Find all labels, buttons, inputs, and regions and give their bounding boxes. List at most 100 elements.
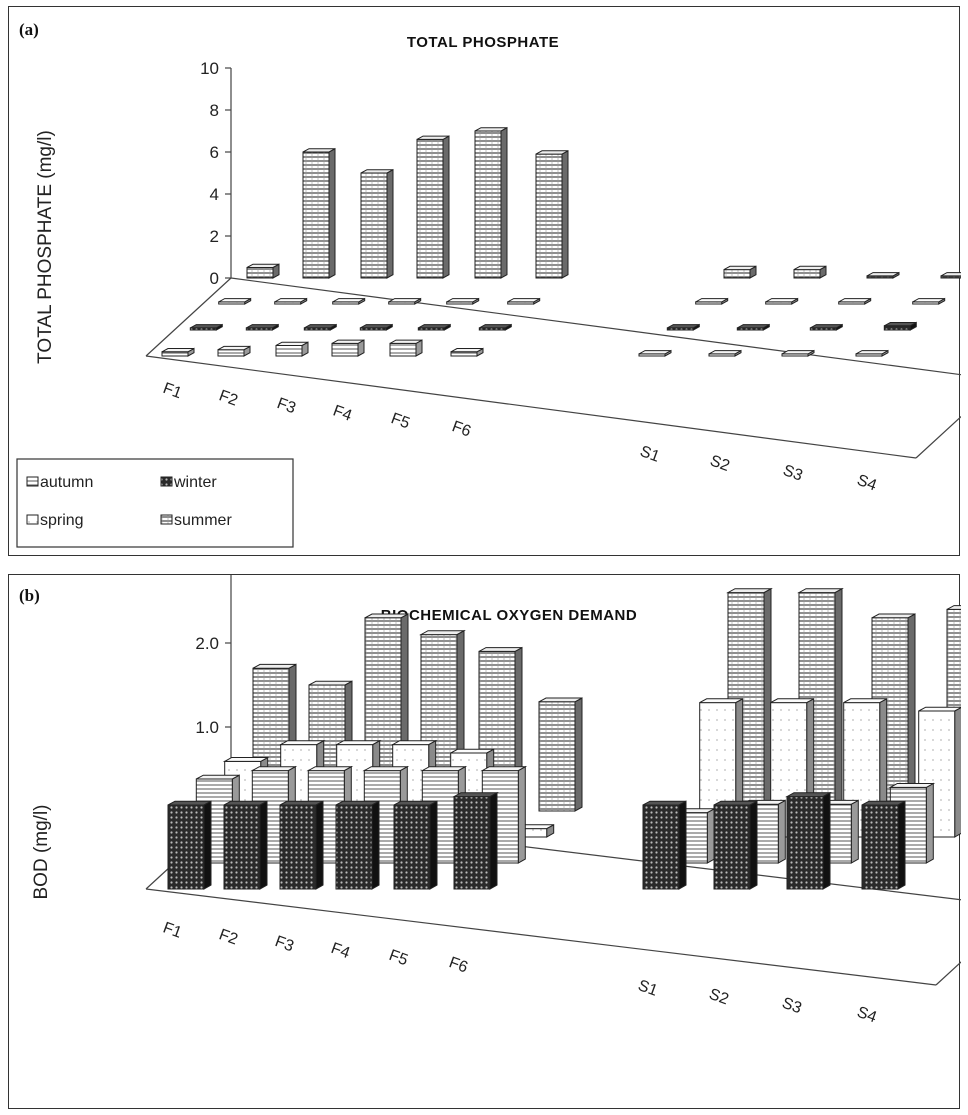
bar-winter-F1	[189, 323, 223, 331]
category-label: F2	[217, 926, 240, 948]
bar-spring-S3	[838, 297, 872, 305]
floor-back-edge	[230, 277, 961, 376]
legend-label: autumn	[40, 474, 93, 491]
legend-swatch	[26, 476, 39, 487]
bar-winter-S2	[713, 800, 758, 890]
legend-box	[16, 458, 294, 548]
bar-winter-S1	[666, 323, 700, 331]
bod-chart: (b) BIOCHEMICAL OXYGEN DEMAND BOD (mg/l)…	[19, 575, 961, 1027]
y-tick-label: 0	[210, 269, 219, 288]
total-phosphate-panel: (a) TOTAL PHOSPHATE TOTAL PHOSPHATE (mg/…	[8, 6, 961, 556]
legend-swatch	[160, 476, 173, 487]
legend-label: summer	[174, 512, 232, 529]
category-label: F1	[161, 380, 184, 402]
bar-winter-F1	[167, 800, 212, 890]
bar-winter-F2	[223, 800, 268, 890]
bar-winter-F5	[417, 323, 451, 331]
bod-panel: (b) BIOCHEMICAL OXYGEN DEMAND BOD (mg/l)…	[8, 574, 961, 1109]
legend-entry-autumn: autumn	[26, 474, 93, 491]
category-label: F6	[447, 954, 470, 976]
bar-summer-F6	[538, 697, 583, 812]
category-label: F3	[275, 395, 298, 417]
bar-spring-F3	[332, 297, 366, 305]
bar-autumn-F3	[275, 341, 309, 357]
y-tick-label: 4	[210, 185, 219, 204]
bar-summer-F6	[535, 149, 569, 279]
bar-spring-S1	[695, 297, 729, 305]
y-tick-label: 6	[210, 143, 219, 162]
panel-label-a: (a)	[19, 20, 39, 39]
category-label: F4	[329, 940, 352, 962]
bar-autumn-F1	[161, 347, 195, 357]
legend-label: winter	[173, 474, 217, 491]
y-axis-label-b: BOD (mg/l)	[31, 805, 52, 900]
bar-winter-F5	[393, 800, 438, 890]
category-label: S1	[636, 977, 660, 1000]
panel-label-b: (b)	[19, 586, 40, 605]
y-tick-label: 8	[210, 101, 219, 120]
bar-summer-F5	[474, 126, 508, 279]
bar-spring-F2	[274, 297, 308, 305]
bar-winter-F6	[478, 323, 512, 331]
y-tick-label: 1.0	[195, 718, 219, 737]
bar-summer-F1	[246, 263, 280, 279]
floor-right-edge	[935, 961, 961, 986]
y-axis-label-a: TOTAL PHOSPHATE (mg/l)	[35, 130, 56, 364]
bar-winter-F4	[335, 800, 380, 890]
category-label: S3	[780, 995, 804, 1018]
bar-autumn-S3	[781, 349, 815, 357]
chart-title-a: TOTAL PHOSPHATE	[407, 34, 559, 51]
bar-autumn-S4	[855, 349, 889, 357]
bar-winter-F3	[279, 800, 324, 890]
bar-summer-S1	[723, 265, 757, 279]
bar-autumn-F5	[389, 339, 423, 357]
legend-swatch	[160, 514, 173, 525]
bar-winter-S2	[736, 323, 770, 331]
bar-winter-F6	[452, 791, 499, 890]
category-label: S4	[855, 472, 879, 495]
category-label: F5	[389, 410, 412, 432]
floor-right-edge	[915, 415, 961, 459]
legend-entry-spring: spring	[26, 512, 84, 529]
legend-label: spring	[40, 512, 84, 529]
category-label: F2	[217, 387, 240, 409]
bar-autumn-S2	[708, 349, 742, 357]
bar-winter-S3	[785, 791, 832, 890]
bar-winter-S1	[642, 800, 687, 890]
bar-summer-F4	[416, 135, 450, 279]
category-label: F3	[273, 933, 296, 955]
bar-summer-F3	[360, 168, 394, 279]
bar-summer-S4	[940, 272, 961, 279]
legend-entry-winter: winter	[160, 474, 217, 491]
category-label: F1	[161, 919, 184, 941]
bar-winter-S3	[809, 323, 843, 331]
y-tick-label: 10	[200, 59, 219, 78]
legend-swatch	[26, 514, 39, 525]
bar-spring-F1	[218, 297, 252, 305]
bar-spring-S4	[912, 297, 946, 305]
chart-title-b: BIOCHEMICAL OXYGEN DEMAND	[381, 607, 637, 624]
category-label: S3	[781, 462, 805, 485]
category-label: S4	[855, 1004, 879, 1027]
bar-winter-F2	[245, 323, 279, 331]
bar-winter-F3	[303, 323, 337, 331]
floor-front-edge	[145, 355, 917, 459]
bar-winter-F4	[359, 323, 393, 331]
bar-summer-S3	[866, 271, 900, 279]
bar-summer-F2	[302, 147, 336, 279]
bar-spring-F5	[446, 297, 480, 305]
bar-summer-S2	[793, 265, 827, 279]
category-label: F5	[387, 947, 410, 969]
y-tick-label: 2.0	[195, 634, 219, 653]
bar-winter-S4	[861, 800, 906, 890]
bar-autumn-F2	[217, 345, 251, 357]
category-label: F4	[331, 402, 354, 424]
legend-entry-summer: summer	[160, 512, 232, 529]
y-tick-label: 2	[210, 227, 219, 246]
category-label: S1	[638, 443, 662, 466]
bar-spring-S2	[765, 297, 799, 305]
bar-winter-S4	[883, 321, 917, 331]
category-label: S2	[708, 452, 732, 475]
bar-autumn-S1	[638, 349, 672, 357]
category-label: S2	[707, 986, 731, 1009]
